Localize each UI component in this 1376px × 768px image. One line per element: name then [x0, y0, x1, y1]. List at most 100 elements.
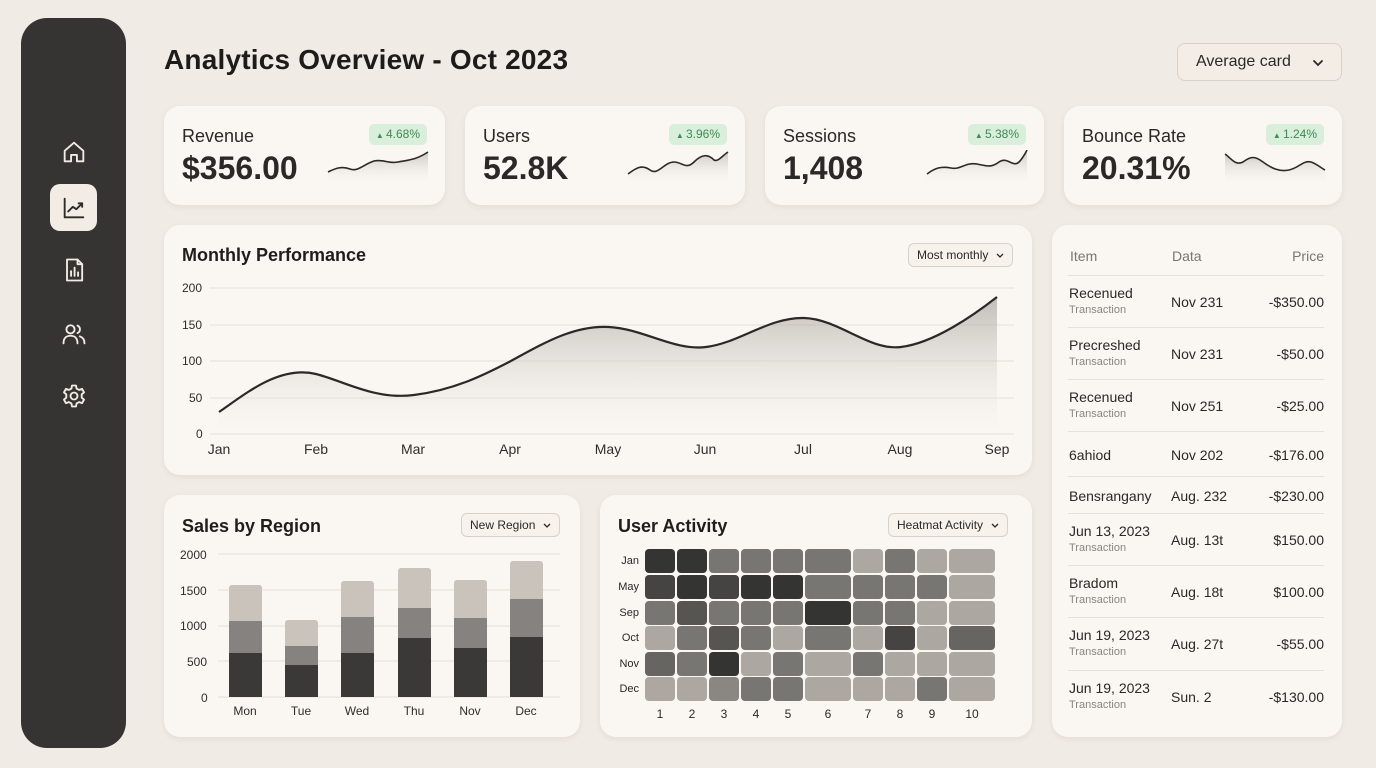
- heatmap-cell[interactable]: [885, 652, 915, 676]
- table-row[interactable]: Jun 19, 2023 Transaction Sun. 2 -$130.00: [1068, 670, 1324, 722]
- heatmap-cell[interactable]: [773, 652, 803, 676]
- heatmap-cell[interactable]: [853, 575, 883, 599]
- heatmap-cell[interactable]: [917, 626, 947, 650]
- heatmap-cell[interactable]: [949, 652, 995, 676]
- heatmap-cell[interactable]: [741, 626, 771, 650]
- heatmap-cell[interactable]: [709, 652, 739, 676]
- heatmap-cell[interactable]: [949, 549, 995, 573]
- chevron-down-icon: [996, 253, 1004, 258]
- heatmap-cell[interactable]: [645, 575, 675, 599]
- heatmap-cell[interactable]: [645, 626, 675, 650]
- heatmap-cell[interactable]: [773, 626, 803, 650]
- card-type-select-label: Average card: [1196, 53, 1291, 70]
- heatmap-cell[interactable]: [677, 601, 707, 625]
- heatmap-cell[interactable]: [741, 549, 771, 573]
- heatmap-cell[interactable]: [853, 601, 883, 625]
- heatmap-col-label: 9: [928, 707, 936, 721]
- heatmap-col-label: 1: [656, 707, 664, 721]
- heatmap-cell[interactable]: [805, 601, 851, 625]
- heatmap-cell[interactable]: [917, 549, 947, 573]
- x-tick: Apr: [499, 441, 521, 457]
- kpi-label: Users: [483, 126, 531, 146]
- kpi-value: 1,408: [783, 150, 864, 186]
- heatmap-cell[interactable]: [677, 549, 707, 573]
- heatmap-cell[interactable]: [773, 549, 803, 573]
- heatmap-cell[interactable]: [949, 575, 995, 599]
- heatmap-cell[interactable]: [645, 677, 675, 701]
- heatmap-cell[interactable]: [885, 549, 915, 573]
- user-activity-card: User Activity Heatmat Activity Jan May Sep…: [600, 495, 1032, 737]
- sidebar-item-users[interactable]: [50, 310, 97, 357]
- table-row[interactable]: Bensrangany Aug. 232 -$230.00: [1068, 476, 1324, 513]
- sidebar-item-settings[interactable]: [50, 372, 97, 419]
- heatmap-cell[interactable]: [853, 652, 883, 676]
- heatmap-cell[interactable]: [645, 652, 675, 676]
- table-row[interactable]: Jun 19, 2023 Transaction Aug. 27t -$55.00: [1068, 617, 1324, 669]
- sidebar-item-home[interactable]: [50, 128, 97, 175]
- bar-segment: [285, 645, 318, 665]
- heatmap-cell[interactable]: [917, 601, 947, 625]
- heatmap-cell[interactable]: [885, 575, 915, 599]
- card-type-select[interactable]: Average card: [1177, 43, 1342, 81]
- heatmap-cell[interactable]: [709, 549, 739, 573]
- bar-segment: [454, 617, 487, 648]
- heatmap-cell[interactable]: [853, 626, 883, 650]
- heatmap-cell[interactable]: [853, 677, 883, 701]
- heatmap-cell[interactable]: [645, 549, 675, 573]
- heatmap-cell[interactable]: [677, 677, 707, 701]
- heatmap-cell[interactable]: [885, 601, 915, 625]
- heatmap-cell[interactable]: [741, 677, 771, 701]
- sidebar-item-analytics[interactable]: [50, 184, 97, 231]
- heatmap-cell[interactable]: [805, 626, 851, 650]
- x-tick: Thu: [403, 704, 425, 718]
- row-price: $150.00: [1273, 532, 1324, 548]
- heatmap-cell[interactable]: [709, 626, 739, 650]
- row-date: Aug. 27t: [1171, 636, 1224, 652]
- heatmap-cell[interactable]: [885, 626, 915, 650]
- table-row[interactable]: Precreshed Transaction Nov 231 -$50.00: [1068, 327, 1324, 379]
- row-item: Jun 19, 2023: [1069, 680, 1150, 696]
- heatmap-cell[interactable]: [709, 601, 739, 625]
- heatmap-cell[interactable]: [853, 549, 883, 573]
- bar-segment: [341, 652, 374, 697]
- monthly-select[interactable]: Most monthly: [908, 243, 1014, 267]
- heatmap-cell[interactable]: [917, 652, 947, 676]
- heatmap-cell[interactable]: [677, 575, 707, 599]
- table-row[interactable]: Jun 13, 2023 Transaction Aug. 13t $150.00: [1068, 513, 1324, 565]
- heatmap-cell[interactable]: [773, 575, 803, 599]
- heatmap-cell[interactable]: [741, 601, 771, 625]
- heatmap-cell[interactable]: [805, 575, 851, 599]
- heatmap-cell[interactable]: [805, 549, 851, 573]
- bar-segment: [510, 636, 543, 697]
- heatmap-cell[interactable]: [709, 575, 739, 599]
- heatmap-cell[interactable]: [709, 677, 739, 701]
- x-tick: Jun: [693, 441, 717, 457]
- heatmap-cell[interactable]: [773, 601, 803, 625]
- heatmap-cell[interactable]: [645, 601, 675, 625]
- row-price: -$176.00: [1268, 446, 1324, 463]
- heatmap-cell[interactable]: [805, 677, 851, 701]
- heatmap-cell[interactable]: [949, 626, 995, 650]
- heatmap-cell[interactable]: [773, 677, 803, 701]
- y-tick: 0: [196, 427, 203, 441]
- heatmap-cell[interactable]: [949, 677, 995, 701]
- heatmap-cell[interactable]: [741, 652, 771, 676]
- x-tick: Jul: [794, 441, 812, 457]
- table-row[interactable]: Recenued Transaction Nov 231 -$350.00: [1068, 275, 1324, 327]
- table-row[interactable]: 6ahiod Nov 202 -$176.00: [1068, 431, 1324, 476]
- table-row[interactable]: Bradom Transaction Aug. 18t $100.00: [1068, 565, 1324, 617]
- table-row[interactable]: Recenued Transaction Nov 251 -$25.00: [1068, 379, 1324, 431]
- region-select[interactable]: New Region: [461, 513, 561, 537]
- heatmap-cell[interactable]: [677, 626, 707, 650]
- heatmap-cell[interactable]: [677, 652, 707, 676]
- bar-segment: [341, 616, 374, 653]
- heatmap-cell[interactable]: [741, 575, 771, 599]
- sidebar-item-reports[interactable]: [50, 246, 97, 293]
- kpi-value: $356.00: [182, 150, 298, 186]
- heatmap-cell[interactable]: [885, 677, 915, 701]
- activity-select[interactable]: Heatmat Activity: [888, 513, 1009, 537]
- heatmap-cell[interactable]: [805, 652, 851, 676]
- heatmap-cell[interactable]: [949, 601, 995, 625]
- heatmap-cell[interactable]: [917, 575, 947, 599]
- heatmap-cell[interactable]: [917, 677, 947, 701]
